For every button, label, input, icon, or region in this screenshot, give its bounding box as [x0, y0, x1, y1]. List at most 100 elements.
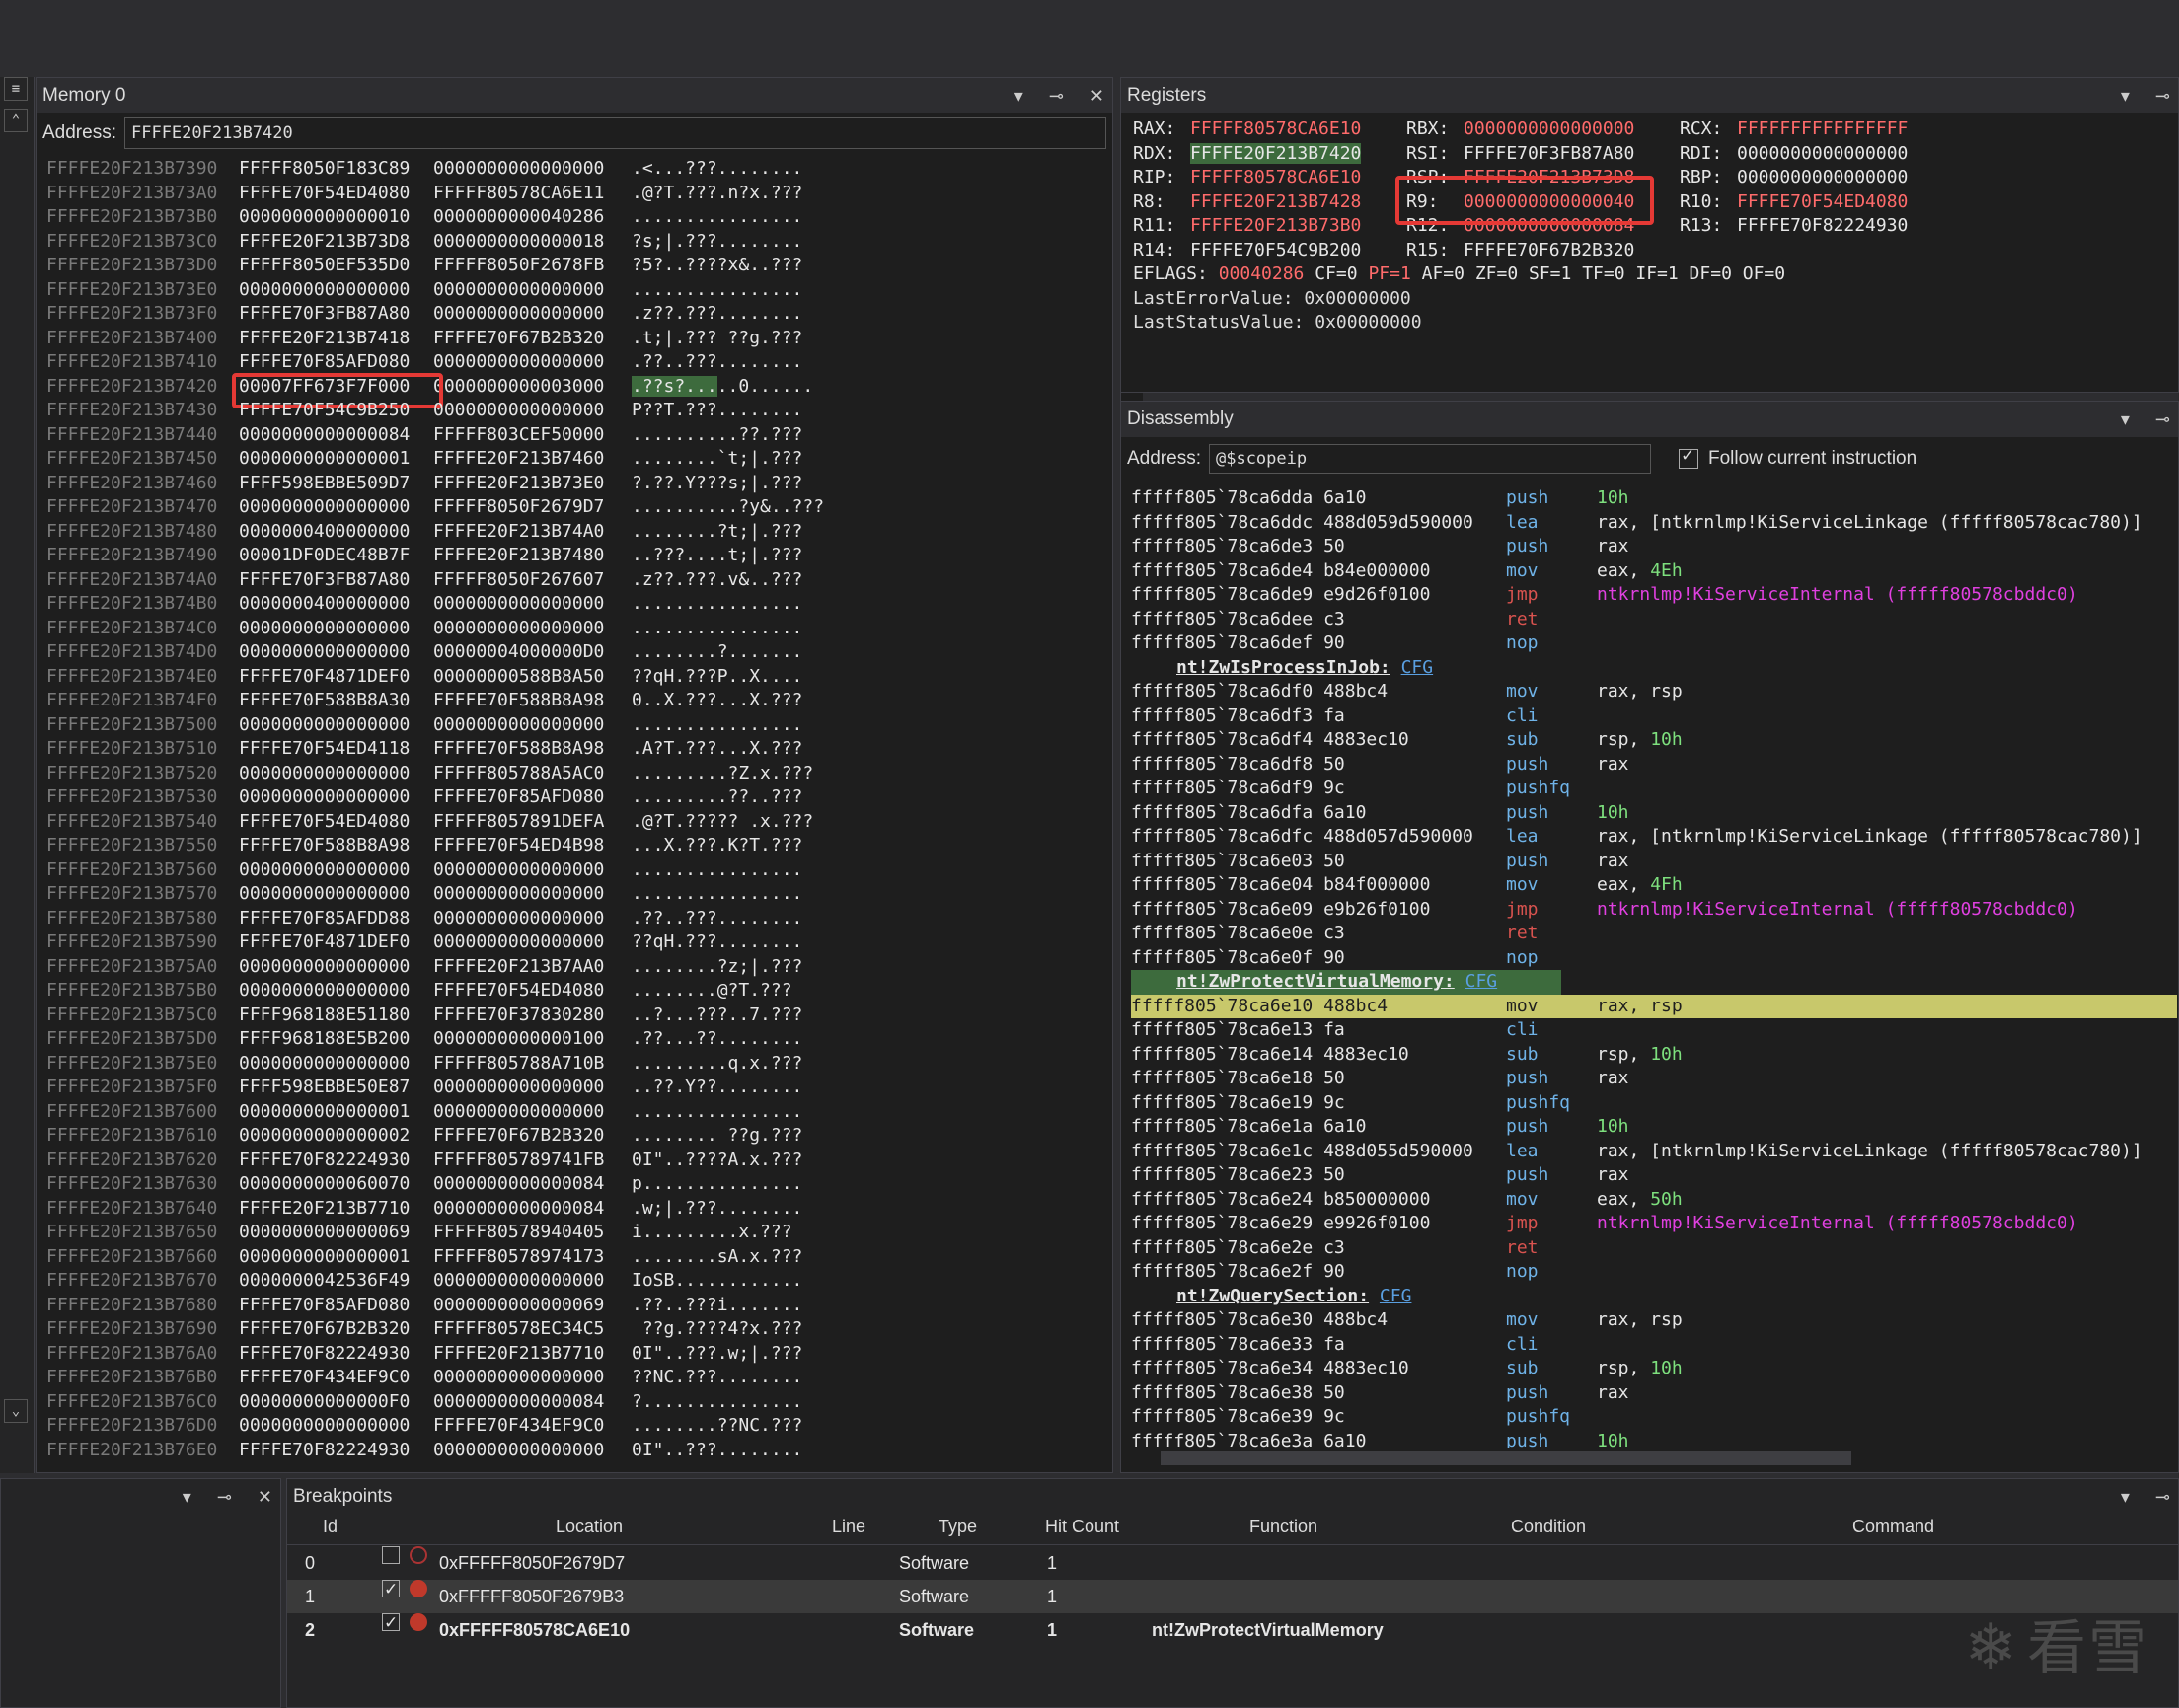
- memory-row-qword1[interactable]: 0000000000000069: [239, 1222, 411, 1242]
- memory-row-qword2[interactable]: 0000000000000000: [433, 713, 605, 735]
- register-value[interactable]: FFFFE70F82224930: [1737, 215, 1909, 236]
- memory-row[interactable]: FFFFE20F213B7600 0000000000000001 00000000…: [46, 1100, 1083, 1125]
- register-value[interactable]: 0000000000000084: [1464, 215, 1635, 236]
- disassembly-hscrollbar[interactable]: [1131, 1448, 2172, 1468]
- instruction-row[interactable]: fffff805`78ca6df9 9c pushfq: [1131, 777, 2177, 801]
- memory-row-qword2[interactable]: FFFFE70F85AFD080: [433, 786, 605, 807]
- memory-row[interactable]: FFFFE20F213B7530 0000000000000000 FFFFE70F…: [46, 785, 1083, 810]
- memory-row[interactable]: FFFFE20F213B73B0 0000000000000010 00000000…: [46, 205, 1083, 230]
- memory-row[interactable]: FFFFE20F213B75D0 FFFF968188E5B200 00000000…: [46, 1027, 1083, 1052]
- instruction-row[interactable]: fffff805`78ca6e1a 6a10 push 10h: [1131, 1115, 2177, 1140]
- memory-row-qword1[interactable]: 0000000000000000: [239, 641, 411, 662]
- memory-row-qword1[interactable]: 0000000000000000: [239, 858, 411, 880]
- memory-row-qword2[interactable]: FFFFF805789741FB: [433, 1149, 605, 1170]
- memory-row-qword1[interactable]: 0000000400000000: [239, 593, 411, 614]
- memory-row-qword1[interactable]: FFFFF8050F183C89: [239, 158, 411, 179]
- memory-row[interactable]: FFFFE20F213B7490 00001DF0DEC48B7F FFFFE20F…: [46, 544, 1083, 568]
- memory-row-qword2[interactable]: FFFFF8050F267607: [433, 568, 605, 590]
- memory-row-qword2[interactable]: 0000000000000084: [433, 1390, 605, 1412]
- pin-icon[interactable]: ⊸: [2154, 1486, 2170, 1507]
- instruction-row[interactable]: fffff805`78ca6ddc 488d059d590000 lea rax, …: [1131, 511, 2177, 536]
- memory-row[interactable]: FFFFE20F213B73A0 FFFFE70F54ED4080 FFFFF805…: [46, 182, 1083, 206]
- memory-row-qword2[interactable]: 0000000000000084: [433, 1173, 605, 1194]
- memory-row[interactable]: FFFFE20F213B7470 0000000000000000 FFFFF805…: [46, 495, 1083, 520]
- disassembly-label-row[interactable]: nt!ZwProtectVirtualMemory: CFG: [1131, 970, 1561, 995]
- eflags-value[interactable]: 00040286: [1218, 263, 1305, 284]
- memory-row-qword1[interactable]: FFFFE70F85AFD080: [239, 1294, 411, 1315]
- memory-row[interactable]: FFFFE20F213B7460 FFFF598EBBE509D7 FFFFE20F…: [46, 472, 1083, 496]
- register-value[interactable]: FFFFE70F54C9B200: [1190, 239, 1362, 260]
- memory-row-qword2[interactable]: 0000000000000000: [433, 617, 605, 638]
- memory-row-qword1[interactable]: FFFFE70F54ED4080: [239, 810, 411, 832]
- memory-row-qword2[interactable]: 0000000000000000: [433, 1077, 605, 1097]
- memory-row[interactable]: FFFFE20F213B75A0 0000000000000000 FFFFE20F…: [46, 955, 1083, 980]
- memory-row[interactable]: FFFFE20F213B74C0 0000000000000000 00000000…: [46, 617, 1083, 641]
- memory-row[interactable]: FFFFE20F213B74D0 0000000000000000 00000004…: [46, 640, 1083, 665]
- dropdown-icon[interactable]: ▾: [182, 1486, 191, 1507]
- memory-row-qword2[interactable]: FFFFE20F213B7460: [433, 448, 605, 469]
- memory-row[interactable]: FFFFE20F213B7570 0000000000000000 00000000…: [46, 882, 1083, 907]
- function-label[interactable]: nt!ZwProtectVirtualMemory:: [1176, 971, 1455, 992]
- memory-row-qword1[interactable]: 0000000000000000: [239, 278, 411, 300]
- instruction-row[interactable]: fffff805`78ca6dfc 488d057d590000 lea rax, …: [1131, 825, 2177, 850]
- memory-row[interactable]: FFFFE20F213B7630 0000000000060070 00000000…: [46, 1172, 1083, 1197]
- register-value[interactable]: 0000000000000040: [1464, 190, 1635, 212]
- dropdown-icon[interactable]: ▾: [2120, 1486, 2130, 1507]
- follow-instruction-checkbox[interactable]: [1678, 446, 1698, 469]
- dropdown-icon[interactable]: ▾: [2120, 85, 2130, 106]
- memory-row-qword2[interactable]: FFFFF80578974173: [433, 1245, 605, 1267]
- memory-row-qword2[interactable]: FFFFF8050F2679D7: [433, 496, 605, 517]
- memory-row-qword1[interactable]: 0000000000000000: [239, 617, 411, 638]
- memory-row[interactable]: FFFFE20F213B7610 0000000000000002 FFFFE70F…: [46, 1124, 1083, 1149]
- instruction-row[interactable]: fffff805`78ca6df3 fa cli: [1131, 705, 2177, 729]
- memory-row-qword2[interactable]: FFFFE20F213B74A0: [433, 520, 605, 542]
- memory-row-qword1[interactable]: FFFFE20F213B7418: [239, 327, 411, 348]
- disassembly-address-input[interactable]: @$scopeip: [1208, 444, 1651, 474]
- breakpoint-row[interactable]: 0 0xFFFFF8050F2679D7 Software 1: [287, 1546, 2178, 1580]
- memory-row[interactable]: FFFFE20F213B74F0 FFFFE70F588B8A30 FFFFE70F…: [46, 689, 1083, 713]
- breakpoint-enable-checkbox[interactable]: [382, 1606, 400, 1640]
- instruction-row[interactable]: fffff805`78ca6e04 b84f000000 mov eax, 4Fh: [1131, 873, 2177, 898]
- pin-icon[interactable]: ⊸: [1048, 85, 1064, 106]
- memory-row-qword1[interactable]: 0000000400000000: [239, 520, 411, 542]
- memory-row[interactable]: FFFFE20F213B7390 FFFFF8050F183C89 00000000…: [46, 157, 1083, 182]
- memory-row-qword1[interactable]: 0000000000000000: [239, 955, 411, 977]
- memory-row[interactable]: FFFFE20F213B7420 00007FF673F7F000 00000000…: [46, 372, 1083, 408]
- dropdown-icon[interactable]: ▾: [2120, 408, 2130, 429]
- memory-row-qword2[interactable]: FFFFE70F67B2B320: [433, 327, 605, 348]
- memory-row-qword2[interactable]: 00000004000000D0: [433, 641, 605, 662]
- memory-row-qword2[interactable]: 0000000000000000: [433, 1367, 605, 1387]
- disassembly-label-row[interactable]: nt!ZwQuerySection: CFG: [1131, 1285, 2177, 1309]
- memory-row-qword1[interactable]: FFFFE70F434EF9C0: [239, 1367, 411, 1387]
- instruction-row[interactable]: fffff805`78ca6e09 e9b26f0100 jmp ntkrnlmp!…: [1131, 898, 2177, 923]
- instruction-row[interactable]: fffff805`78ca6e0f 90 nop: [1131, 946, 2177, 971]
- col-hit-count[interactable]: Hit Count: [1045, 1517, 1120, 1536]
- memory-row-qword1[interactable]: FFFFE70F54C9B250: [239, 400, 411, 420]
- memory-row-qword1[interactable]: FFFFE70F85AFD080: [239, 351, 411, 372]
- register-value[interactable]: FFFFF80578CA6E10: [1190, 118, 1362, 139]
- memory-row[interactable]: FFFFE20F213B7640 FFFFE20F213B7710 00000000…: [46, 1197, 1083, 1222]
- memory-row-qword1[interactable]: FFFFE70F54ED4118: [239, 738, 411, 759]
- col-line[interactable]: Line: [832, 1517, 866, 1536]
- memory-row[interactable]: FFFFE20F213B74E0 FFFFE70F4871DEF0 00000000…: [46, 665, 1083, 690]
- memory-row[interactable]: FFFFE20F213B7560 0000000000000000 00000000…: [46, 858, 1083, 883]
- memory-row-qword2[interactable]: 0000000000000018: [433, 230, 605, 252]
- memory-row-qword1[interactable]: FFFFE70F4871DEF0: [239, 931, 411, 952]
- register-value[interactable]: FFFFE20F213B7420: [1190, 142, 1362, 164]
- memory-row-qword2[interactable]: FFFFE70F67B2B320: [433, 1125, 605, 1146]
- memory-row[interactable]: FFFFE20F213B7620 FFFFE70F82224930 FFFFF805…: [46, 1149, 1083, 1173]
- memory-row-qword2[interactable]: 0000000000000000: [433, 1270, 605, 1291]
- memory-row-qword2[interactable]: 0000000000000000: [433, 303, 605, 324]
- memory-row-qword2[interactable]: FFFFE70F54ED4B98: [433, 835, 605, 855]
- memory-row[interactable]: FFFFE20F213B75F0 FFFF598EBBE50E87 00000000…: [46, 1076, 1083, 1100]
- memory-row-qword2[interactable]: 0000000000000000: [433, 858, 605, 880]
- memory-row[interactable]: FFFFE20F213B7510 FFFFE70F54ED4118 FFFFE70F…: [46, 737, 1083, 762]
- memory-row[interactable]: FFFFE20F213B73D0 FFFFF8050EF535D0 FFFFF805…: [46, 254, 1083, 278]
- memory-row-qword2[interactable]: FFFFE70F434EF9C0: [433, 1415, 605, 1436]
- memory-row-qword2[interactable]: 0000000000000000: [433, 907, 605, 928]
- memory-row-qword1[interactable]: FFFF598EBBE509D7: [239, 472, 411, 493]
- memory-row-qword1[interactable]: 0000000000000000: [239, 1415, 411, 1436]
- memory-row-qword2[interactable]: 0000000000000084: [433, 1197, 605, 1219]
- memory-row-qword1[interactable]: FFFFE70F3FB87A80: [239, 303, 411, 324]
- col-id[interactable]: Id: [323, 1517, 338, 1536]
